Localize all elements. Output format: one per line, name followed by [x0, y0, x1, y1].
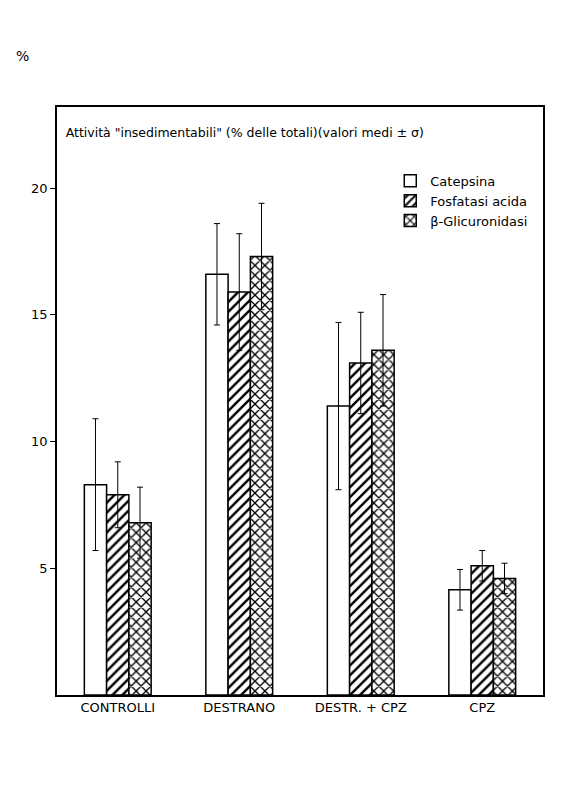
svg-text:Fosfatasi acida: Fosfatasi acida: [430, 194, 527, 209]
svg-text:5: 5: [39, 561, 47, 576]
svg-text:CONTROLLI: CONTROLLI: [80, 700, 155, 715]
svg-text:DESTRANO: DESTRANO: [203, 700, 275, 715]
svg-text:CPZ: CPZ: [469, 700, 495, 715]
svg-text:β-Glicuronidasi: β-Glicuronidasi: [430, 214, 527, 229]
svg-text:%: %: [16, 48, 29, 64]
svg-text:Attività "insedimentabili" (%: Attività "insedimentabili" (% delle tota…: [66, 125, 424, 140]
svg-text:15: 15: [31, 307, 48, 322]
svg-text:Catepsina: Catepsina: [430, 174, 495, 189]
svg-text:20: 20: [31, 181, 48, 196]
svg-text:10: 10: [31, 434, 48, 449]
svg-text:DESTR. + CPZ: DESTR. + CPZ: [315, 700, 407, 715]
